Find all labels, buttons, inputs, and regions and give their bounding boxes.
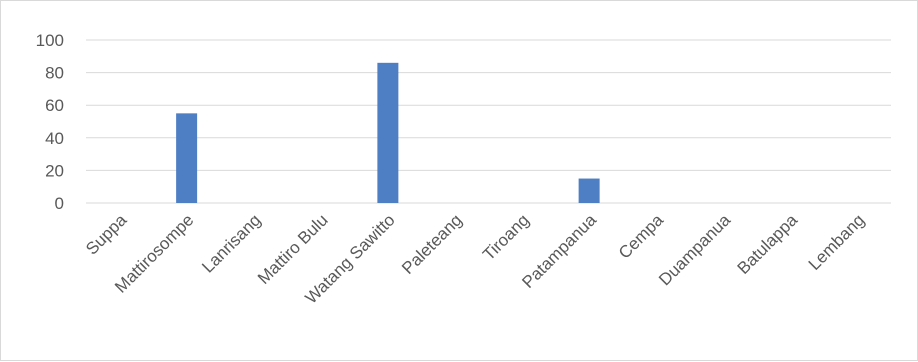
y-tick-label: 60 bbox=[45, 96, 64, 115]
bars bbox=[176, 62, 600, 203]
y-tick-label: 80 bbox=[45, 64, 64, 83]
y-tick-label: 40 bbox=[45, 129, 64, 148]
y-tick-label: 0 bbox=[55, 194, 64, 213]
y-tick-label: 100 bbox=[36, 31, 64, 50]
x-category-label: Duampanua bbox=[655, 210, 734, 289]
bar-patampanua bbox=[578, 178, 600, 203]
x-category-label: Lanrisang bbox=[198, 210, 264, 276]
x-category-label: Batulappa bbox=[734, 210, 802, 278]
x-category-label: Cempa bbox=[615, 210, 668, 263]
y-tick-label: 20 bbox=[45, 161, 64, 180]
x-category-label: Suppa bbox=[82, 210, 131, 259]
bar-watang-sawitto bbox=[377, 62, 399, 203]
bar-mattirosompe bbox=[176, 113, 198, 203]
x-category-label: Paleteang bbox=[398, 210, 466, 278]
y-axis-tick-labels: 0 20 40 60 80 100 bbox=[36, 31, 64, 213]
gridlines bbox=[86, 39, 891, 204]
x-category-label: Lembang bbox=[805, 210, 869, 274]
x-category-label: Tiroang bbox=[479, 210, 533, 264]
